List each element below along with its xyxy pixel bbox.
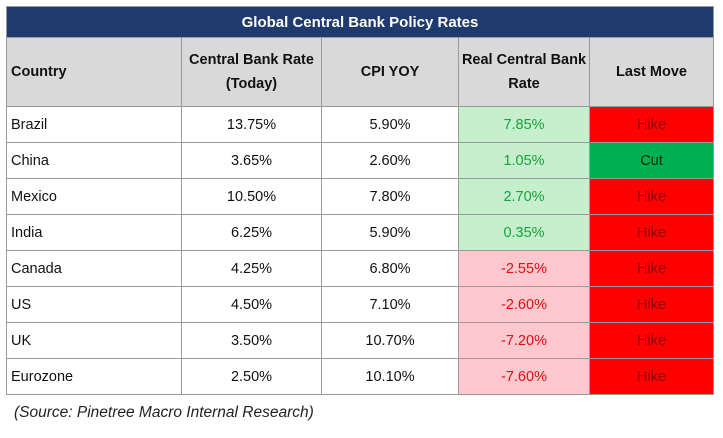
cell-real-rate: -7.20% — [458, 322, 590, 359]
table-row: US 4.50% 7.10% -2.60% Hike — [6, 286, 715, 323]
cell-central-bank-rate: 13.75% — [181, 106, 322, 143]
header-rate-line1: Central Bank Rate — [189, 52, 314, 68]
policy-rates-table-container: Global Central Bank Policy Rates Country… — [5, 6, 715, 395]
cell-real-rate: -7.60% — [458, 358, 590, 395]
cell-country: US — [6, 286, 182, 323]
cell-real-rate: -2.60% — [458, 286, 590, 323]
cell-real-rate: 1.05% — [458, 142, 590, 179]
table-row: Canada 4.25% 6.80% -2.55% Hike — [6, 250, 715, 287]
cell-cpi-yoy: 6.80% — [321, 250, 459, 287]
cell-central-bank-rate: 6.25% — [181, 214, 322, 251]
header-real-line2: Rate — [508, 76, 540, 92]
table-row: China 3.65% 2.60% 1.05% Cut — [6, 142, 715, 179]
cell-country: Canada — [6, 250, 182, 287]
cell-country: India — [6, 214, 182, 251]
header-central-bank-rate: Central Bank Rate (Today) — [181, 37, 322, 107]
cell-last-move: Cut — [588, 142, 715, 179]
cell-central-bank-rate: 2.50% — [181, 358, 322, 395]
header-rate-line2: (Today) — [225, 76, 278, 92]
cell-country: Brazil — [6, 106, 182, 143]
table-title-row: Global Central Bank Policy Rates — [5, 6, 715, 38]
table-row: Brazil 13.75% 5.90% 7.85% Hike — [6, 106, 715, 143]
cell-cpi-yoy: 7.80% — [321, 178, 459, 215]
header-real-rate: Real Central Bank Rate — [458, 37, 590, 107]
cell-last-move: Hike — [588, 358, 715, 395]
policy-rates-table: Global Central Bank Policy Rates Country… — [5, 6, 715, 395]
cell-last-move: Hike — [588, 178, 715, 215]
cell-last-move: Hike — [588, 322, 715, 359]
table-row: UK 3.50% 10.70% -7.20% Hike — [6, 322, 715, 359]
cell-central-bank-rate: 4.25% — [181, 250, 322, 287]
cell-cpi-yoy: 5.90% — [321, 106, 459, 143]
cell-cpi-yoy: 10.70% — [321, 322, 459, 359]
cell-country: Mexico — [6, 178, 182, 215]
cell-country: China — [6, 142, 182, 179]
header-cpi-yoy: CPI YOY — [321, 37, 459, 107]
header-last-move: Last Move — [588, 37, 715, 107]
cell-last-move: Hike — [588, 250, 715, 287]
header-real-line1: Real Central Bank — [461, 52, 587, 68]
table-title: Global Central Bank Policy Rates — [5, 6, 715, 38]
cell-central-bank-rate: 3.65% — [181, 142, 322, 179]
cell-cpi-yoy: 7.10% — [321, 286, 459, 323]
cell-last-move: Hike — [588, 286, 715, 323]
header-country: Country — [6, 37, 182, 107]
cell-cpi-yoy: 2.60% — [321, 142, 459, 179]
source-note: (Source: Pinetree Macro Internal Researc… — [14, 404, 314, 421]
cell-real-rate: 0.35% — [458, 214, 590, 251]
table-header-row: Country Central Bank Rate (Today) CPI YO… — [6, 37, 715, 107]
cell-last-move: Hike — [588, 106, 715, 143]
table-body: Brazil 13.75% 5.90% 7.85% Hike China 3.65% 2.60… — [6, 106, 715, 395]
cell-real-rate: -2.55% — [458, 250, 590, 287]
table-row: India 6.25% 5.90% 0.35% Hike — [6, 214, 715, 251]
cell-cpi-yoy: 5.90% — [321, 214, 459, 251]
cell-central-bank-rate: 3.50% — [181, 322, 322, 359]
cell-cpi-yoy: 10.10% — [321, 358, 459, 395]
cell-central-bank-rate: 4.50% — [181, 286, 322, 323]
cell-real-rate: 7.85% — [458, 106, 590, 143]
cell-real-rate: 2.70% — [458, 178, 590, 215]
table-row: Mexico 10.50% 7.80% 2.70% Hike — [6, 178, 715, 215]
cell-central-bank-rate: 10.50% — [181, 178, 322, 215]
cell-last-move: Hike — [588, 214, 715, 251]
table-row: Eurozone 2.50% 10.10% -7.60% Hike — [6, 358, 715, 395]
cell-country: UK — [6, 322, 182, 359]
cell-country: Eurozone — [6, 358, 182, 395]
